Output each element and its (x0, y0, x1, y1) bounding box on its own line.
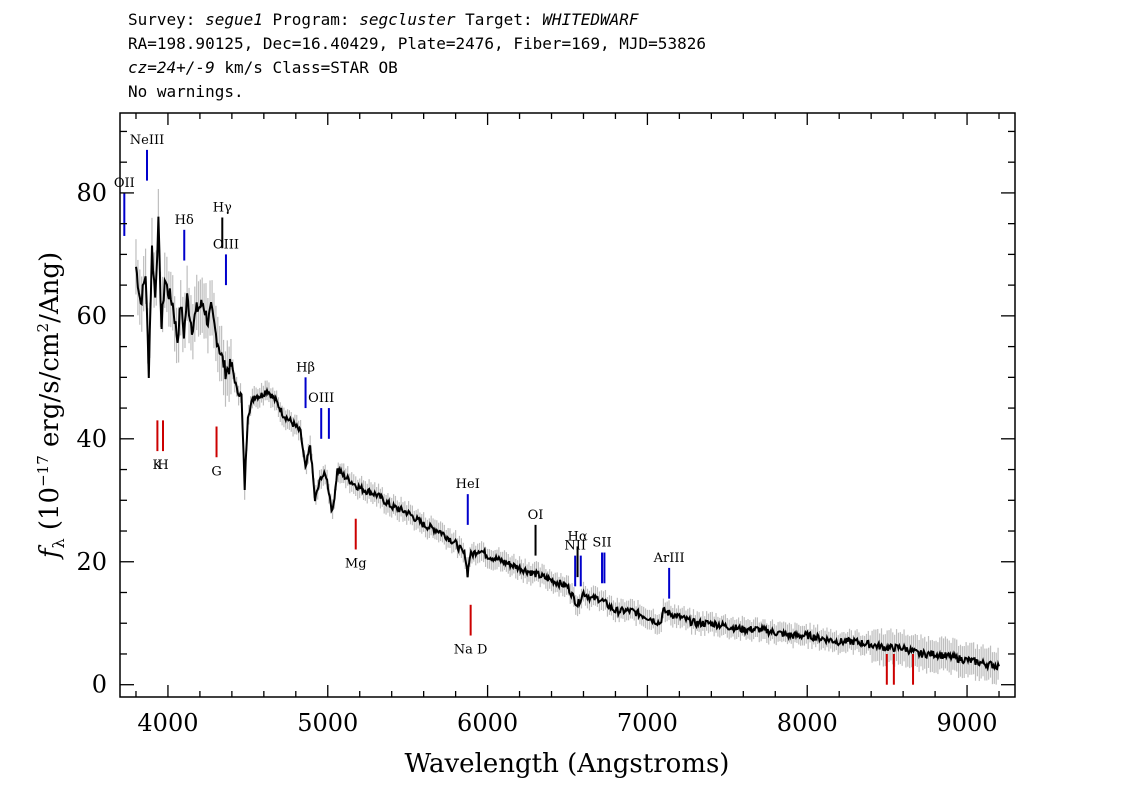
emission-line-label: OI (528, 508, 544, 523)
axis-ticks: 4000 5000 6000 7000 8000 9000 0 20 40 60 80 (76, 113, 1015, 737)
flux-series (135, 216, 1000, 672)
x-tick-label: 8000 (777, 709, 838, 737)
absorption-line-label: K (153, 458, 163, 473)
survey-value: segue1 (205, 10, 263, 29)
emission-line-label: NII (564, 539, 586, 554)
class-text: km/s Class=STAR OB (214, 58, 398, 77)
x-tick-label: 7000 (617, 709, 678, 737)
x-tick-label: 6000 (457, 709, 518, 737)
y-tick-label: 80 (76, 179, 107, 207)
emission-line-label: Hδ (175, 213, 194, 228)
program-label: Program: (262, 10, 360, 29)
flux-line (135, 216, 1000, 672)
x-tick-label: 9000 (937, 709, 998, 737)
target-label: Target: (455, 10, 543, 29)
emission-line-label: OIII (213, 237, 239, 252)
survey-label: Survey: (128, 10, 206, 29)
emission-line-label: Hγ (213, 201, 232, 216)
absorption-line-label: Na D (454, 643, 488, 658)
header-line-2: RA=198.90125, Dec=16.40429, Plate=2476, … (128, 34, 706, 53)
x-axis-title: Wavelength (Angstroms) (405, 749, 730, 779)
emission-line-label: ArIII (653, 551, 685, 566)
emission-line-label: NeIII (130, 133, 164, 148)
cz-value: cz=24+/-9 (128, 58, 215, 77)
emission-line-label: Hα (568, 529, 588, 544)
plot-frame (119, 112, 1016, 698)
x-tick-label: 4000 (137, 709, 198, 737)
emission-line-label: OIII (308, 391, 334, 406)
y-tick-label: 60 (76, 302, 107, 330)
emission-line-label: SII (592, 536, 611, 551)
emission-line-label: HeI (456, 477, 480, 492)
emission-line-label: OII (114, 176, 135, 191)
absorption-line-label: Mg (345, 556, 367, 571)
x-tick-label: 5000 (297, 709, 358, 737)
y-axis-title: fλ (10−17 erg/s/cm2/Ang) (34, 252, 68, 560)
program-value: segcluster (359, 10, 456, 29)
y-tick-label: 20 (76, 548, 107, 576)
y-tick-label: 0 (92, 671, 107, 699)
y-tick-label: 40 (76, 425, 107, 453)
error-band (135, 188, 999, 685)
header-line-4: No warnings. (128, 82, 244, 101)
header-line-3: cz=24+/-9 km/s Class=STAR OB (128, 60, 398, 76)
emission-line-label: Hβ (296, 360, 315, 375)
absorption-line-label: G (211, 464, 221, 479)
absorption-line-label: H (157, 458, 168, 473)
header-line-1: Survey: segue1 Program: segcluster Targe… (128, 12, 639, 28)
target-value: WHITEDWARF (542, 10, 639, 29)
